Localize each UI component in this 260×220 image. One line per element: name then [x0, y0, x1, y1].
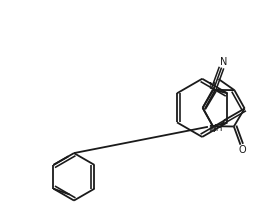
Text: O: O	[239, 145, 246, 155]
Text: NH: NH	[209, 125, 222, 134]
Text: N: N	[209, 125, 215, 134]
Text: N: N	[209, 82, 215, 91]
Text: N: N	[220, 57, 228, 67]
